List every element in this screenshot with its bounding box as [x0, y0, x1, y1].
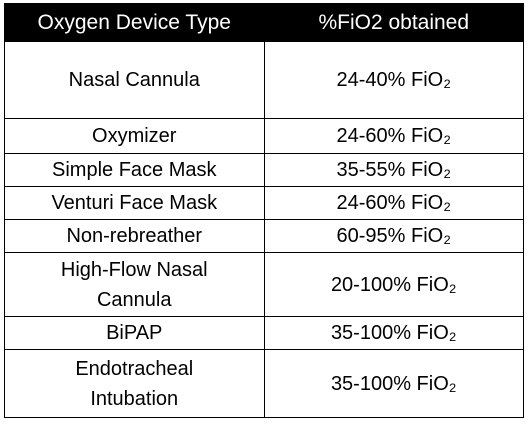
- header-row: Oxygen Device Type %FiO2 obtained: [4, 3, 524, 42]
- device-cell: Venturi Face Mask: [4, 186, 265, 220]
- fio2-cell: 35-55% FiO₂: [263, 153, 524, 187]
- fio2-cell: 20-100% FiO₂: [263, 252, 524, 317]
- oxygen-table: Oxygen Device Type %FiO2 obtained Nasal …: [4, 3, 524, 418]
- fio2-cell: 60-95% FiO₂: [263, 219, 524, 253]
- fio2-cell: 24-60% FiO₂: [263, 118, 524, 154]
- fio2-cell: 35-100% FiO₂: [263, 316, 524, 350]
- device-cell: Non-rebreather: [4, 219, 265, 253]
- device-cell: Nasal Cannula: [4, 41, 265, 119]
- table-row: Simple Face Mask 35-55% FiO₂: [4, 153, 524, 187]
- table-row: High-Flow Nasal Cannula 20-100% FiO₂: [4, 252, 524, 317]
- table-row: Non-rebreather 60-95% FiO₂: [4, 219, 524, 253]
- header-cell: %FiO2 obtained: [263, 3, 524, 42]
- fio2-cell: 24-60% FiO₂: [263, 186, 524, 220]
- table-row: Oxymizer 24-60% FiO₂: [4, 118, 524, 154]
- header-cell: Oxygen Device Type: [4, 3, 265, 42]
- table-row: Venturi Face Mask 24-60% FiO₂: [4, 186, 524, 220]
- device-cell: High-Flow Nasal Cannula: [4, 252, 265, 317]
- fio2-cell: 24-40% FiO₂: [263, 41, 524, 119]
- fio2-cell: 35-100% FiO₂: [263, 349, 524, 418]
- table-row: Endotracheal Intubation 35-100% FiO₂: [4, 349, 524, 418]
- table-body: Nasal Cannula 24-40% FiO₂ Oxymizer 24-60% F…: [4, 41, 524, 418]
- table-row: Nasal Cannula 24-40% FiO₂: [4, 41, 524, 119]
- device-cell: Endotracheal Intubation: [4, 349, 265, 418]
- device-cell: BiPAP: [4, 316, 265, 350]
- device-cell: Simple Face Mask: [4, 153, 265, 187]
- device-cell: Oxymizer: [4, 118, 265, 154]
- table-row: BiPAP 35-100% FiO₂: [4, 316, 524, 350]
